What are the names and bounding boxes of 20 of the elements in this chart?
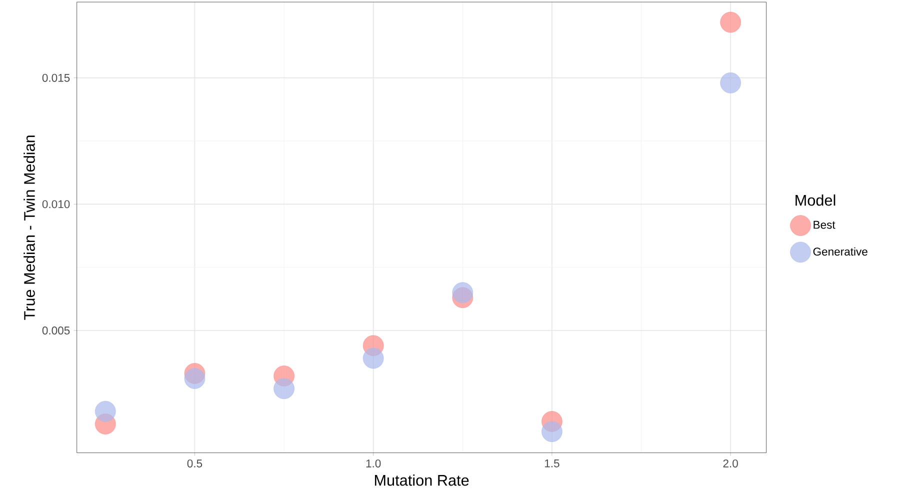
x-tick-label: 2.0 [723, 460, 738, 468]
point [720, 72, 742, 94]
point [94, 400, 116, 422]
point [274, 378, 294, 400]
y-tick-label: 0.015 [42, 74, 70, 82]
point [452, 282, 474, 304]
x-tick-label: 1.0 [366, 460, 381, 468]
y-axis-title: True Median - Twin Median [24, 136, 35, 320]
x-tick-label: 0.5 [187, 460, 202, 468]
legend-label: Best [814, 220, 836, 229]
legend-label: Generative [813, 247, 868, 256]
point [542, 421, 562, 442]
point [362, 348, 384, 369]
x-axis-title: Mutation Rate [374, 474, 469, 486]
point [720, 12, 742, 33]
point [184, 368, 206, 389]
y-tick-label: 0.005 [42, 326, 70, 334]
legend-title: Model [796, 194, 836, 206]
x-tick-label: 1.5 [544, 459, 560, 468]
y-tick-label: 0.010 [42, 200, 70, 208]
